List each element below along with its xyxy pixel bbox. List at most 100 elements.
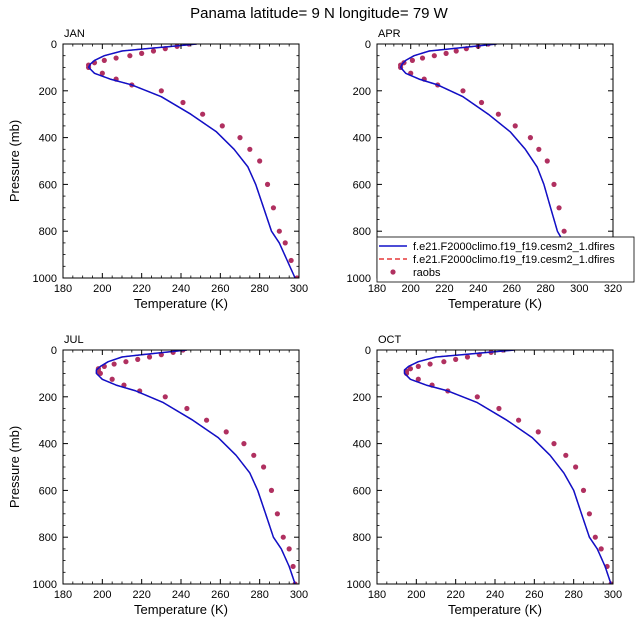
obs-marker-jan <box>99 70 105 76</box>
obs-marker-apr <box>561 228 567 234</box>
obs-marker-jan <box>247 146 253 152</box>
x-tick-label-jan: 280 <box>250 283 268 295</box>
model-solid-line-oct <box>403 350 612 584</box>
obs-marker-apr <box>409 57 415 63</box>
obs-marker-jul <box>268 487 275 493</box>
obs-marker-apr <box>443 50 449 56</box>
obs-marker-jul <box>184 405 190 412</box>
obs-marker-jan <box>127 53 133 59</box>
obs-marker-oct <box>453 356 459 362</box>
obs-marker-oct <box>573 464 579 470</box>
obs-marker-oct <box>415 376 421 382</box>
y-tick-label-jan: 1000 <box>33 273 57 285</box>
panel-label-jul: JUL <box>64 334 84 346</box>
x-tick-label-apr: 220 <box>435 283 453 295</box>
y-tick-label-oct: 200 <box>353 392 371 404</box>
x-tick-label-apr: 280 <box>536 283 554 295</box>
y-tick-label-jan: 600 <box>39 179 57 191</box>
obs-marker-oct <box>464 354 471 360</box>
y-tick-label-jul: 600 <box>39 485 57 497</box>
obs-marker-apr <box>551 181 557 187</box>
obs-marker-jan <box>276 228 282 234</box>
panel-oct: 180 200 220 240 260 280 300 0 200 400 600 800 1000 OC… <box>347 334 623 617</box>
y-tick-label-jul: 800 <box>39 532 57 544</box>
obs-marker-jan <box>270 205 277 211</box>
series-group-jan <box>85 44 299 278</box>
obs-marker-jul <box>261 464 267 470</box>
obs-marker-jul <box>109 376 115 382</box>
x-tick-label-oct: 260 <box>525 589 543 601</box>
x-tick-label-oct: 300 <box>604 589 622 601</box>
panel-jul: 180 200 220 240 260 280 300 0 200 400 600 800 1000 JU… <box>7 334 308 617</box>
obs-marker-jul <box>111 361 117 367</box>
obs-marker-apr <box>419 55 426 61</box>
y-tick-label-apr: 600 <box>353 179 371 191</box>
obs-marker-jan <box>219 123 225 129</box>
x-tick-label-oct: 240 <box>486 589 504 601</box>
panel-jan: 180 200 220 240 260 280 300 0 200 400 600 800 1000 JA… <box>7 28 308 311</box>
legend-entry-label: f.e21.F2000climo.f19_f19.cesm2_1.dfires <box>413 241 615 253</box>
x-tick-label-jan: 260 <box>211 283 229 295</box>
legend-entry-label: raobs <box>413 267 441 279</box>
obs-marker-oct <box>580 487 587 493</box>
obs-marker-jul <box>280 534 286 540</box>
obs-marker-jul <box>123 359 129 365</box>
y-tick-label-jan: 400 <box>39 133 57 145</box>
y-tick-label-jul: 1000 <box>33 579 57 591</box>
plot-frame-jan <box>62 43 300 279</box>
obs-marker-oct <box>563 452 569 458</box>
y-tick-label-jul: 400 <box>39 439 57 451</box>
obs-marker-jul <box>274 511 280 517</box>
x-tick-label-jul: 280 <box>250 589 268 601</box>
obs-marker-oct <box>407 366 414 372</box>
legend-marker-raobs <box>390 269 396 275</box>
panel-apr: 180 200 220 240 260 280 300 320 0 200 400 600 800 100… <box>347 28 635 311</box>
panels: 180 200 220 240 260 280 300 0 200 400 600 800 1000 JA… <box>7 28 635 617</box>
model-dashed-line-jan <box>87 44 296 278</box>
x-axis-label-oct: Temperature (K) <box>448 602 542 617</box>
obs-marker-jan <box>139 50 145 56</box>
obs-marker-jul <box>146 354 153 360</box>
y-tick-label-oct: 400 <box>353 439 371 451</box>
x-tick-label-apr: 200 <box>402 283 420 295</box>
obs-marker-jul <box>223 429 229 435</box>
obs-marker-oct <box>586 511 593 517</box>
series-group-apr <box>398 44 582 278</box>
x-axis-label-jul: Temperature (K) <box>134 602 228 617</box>
series-group-jul <box>95 350 298 584</box>
y-tick-label-jan: 0 <box>51 39 57 51</box>
obs-marker-jul <box>135 356 141 362</box>
obs-marker-jul <box>286 546 292 552</box>
x-axis-label-apr: Temperature (K) <box>448 296 542 311</box>
obs-marker-jan <box>257 158 263 164</box>
x-tick-label-oct: 180 <box>368 589 386 601</box>
y-tick-label-oct: 0 <box>365 345 371 357</box>
series-group-oct <box>403 350 613 584</box>
y-tick-label-apr: 0 <box>365 39 371 51</box>
x-tick-label-jul: 220 <box>132 589 150 601</box>
x-tick-label-jul: 200 <box>93 589 111 601</box>
obs-marker-oct <box>516 417 522 423</box>
obs-marker-oct <box>592 534 598 540</box>
obs-marker-oct <box>598 546 604 552</box>
model-solid-line-jan <box>87 44 296 278</box>
x-tick-label-jan: 240 <box>172 283 190 295</box>
obs-marker-jul <box>251 452 257 458</box>
obs-marker-oct <box>496 405 502 412</box>
panel-label-jan: JAN <box>64 28 85 40</box>
x-tick-label-oct: 280 <box>564 589 582 601</box>
obs-marker-oct <box>551 441 557 447</box>
legend-entry-label: f.e21.F2000climo.f19_f19.cesm2_1.dfires <box>413 254 615 266</box>
obs-marker-apr <box>544 158 550 164</box>
obs-marker-jan <box>150 48 157 54</box>
x-axis-label-jan: Temperature (K) <box>134 296 228 311</box>
x-tick-label-jul: 240 <box>172 589 190 601</box>
x-tick-label-jul: 300 <box>290 589 308 601</box>
obs-marker-jul <box>162 394 168 400</box>
legend: f.e21.F2000climo.f19_f19.cesm2_1.dfiresf… <box>376 236 635 283</box>
y-tick-label-oct: 1000 <box>347 579 371 591</box>
panel-label-oct: OCT <box>378 334 402 346</box>
model-solid-line-apr <box>399 44 579 278</box>
obs-marker-oct <box>415 363 421 369</box>
